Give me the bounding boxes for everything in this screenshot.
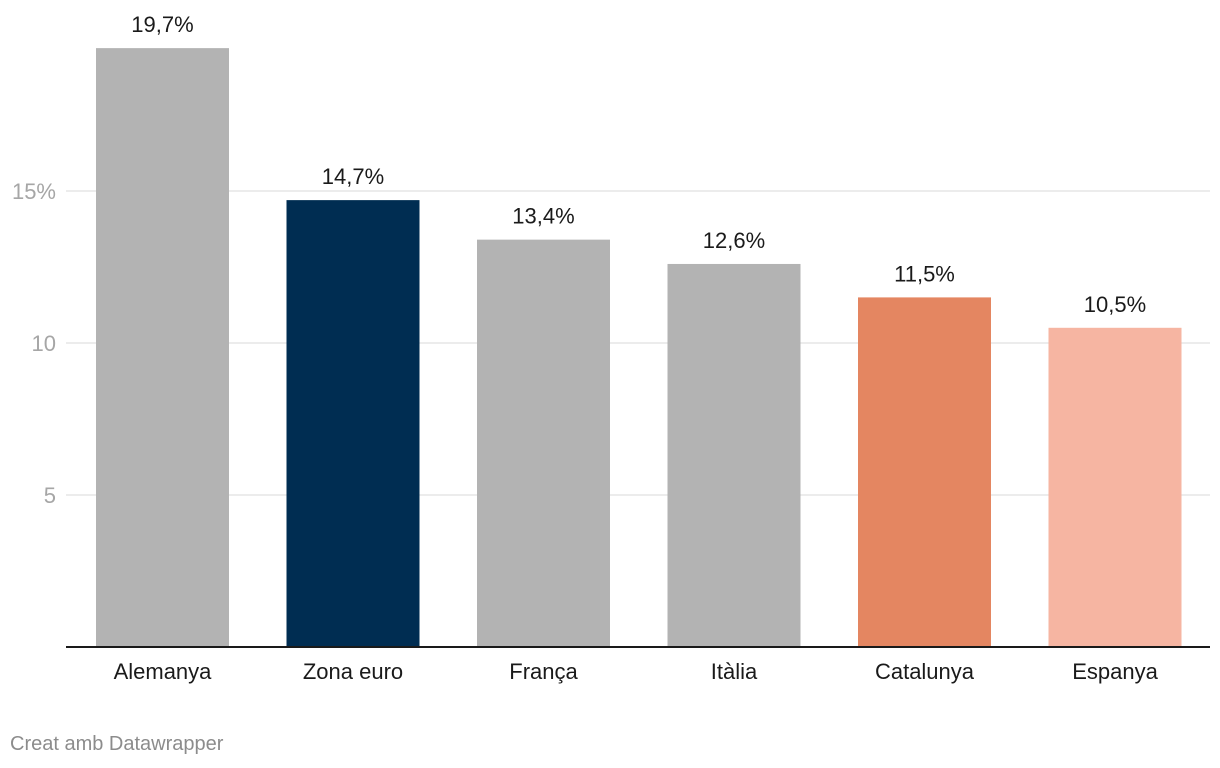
credit-text: Creat amb Datawrapper xyxy=(10,733,224,755)
value-label: 12,6% xyxy=(703,228,765,253)
bar-zona-euro xyxy=(286,200,420,647)
bar-espanya xyxy=(1048,327,1182,647)
category-label: Catalunya xyxy=(875,659,975,684)
y-tick-label: 5 xyxy=(44,483,56,508)
category-label: Itàlia xyxy=(711,659,758,684)
category-label: Espanya xyxy=(1072,659,1158,684)
bar-fran-a xyxy=(477,239,610,647)
y-tick-label: 15% xyxy=(12,179,56,204)
y-tick-label: 10 xyxy=(32,331,56,356)
value-label: 13,4% xyxy=(512,204,574,229)
value-label: 19,7% xyxy=(131,12,193,37)
bar-chart: 5 10 15% 19,7% 14,7% 13,4% 12,6% 11,5% 10,5% Al… xyxy=(12,12,1210,684)
value-label: 14,7% xyxy=(322,164,384,189)
value-labels: 19,7% 14,7% 13,4% 12,6% 11,5% 10,5% xyxy=(131,12,1146,317)
value-label: 10,5% xyxy=(1084,292,1146,317)
category-labels: Alemanya Zona euro França Itàlia Catalunya Es… xyxy=(114,659,1159,684)
gridlines: 5 10 15% xyxy=(12,179,1210,508)
category-label: Alemanya xyxy=(114,659,213,684)
bar-it-lia xyxy=(667,263,801,647)
category-label: Zona euro xyxy=(303,659,403,684)
bars xyxy=(96,48,1182,648)
bar-catalunya xyxy=(858,297,991,647)
value-label: 11,5% xyxy=(894,261,955,286)
category-label: França xyxy=(509,659,578,684)
bar-alemanya xyxy=(96,48,229,648)
